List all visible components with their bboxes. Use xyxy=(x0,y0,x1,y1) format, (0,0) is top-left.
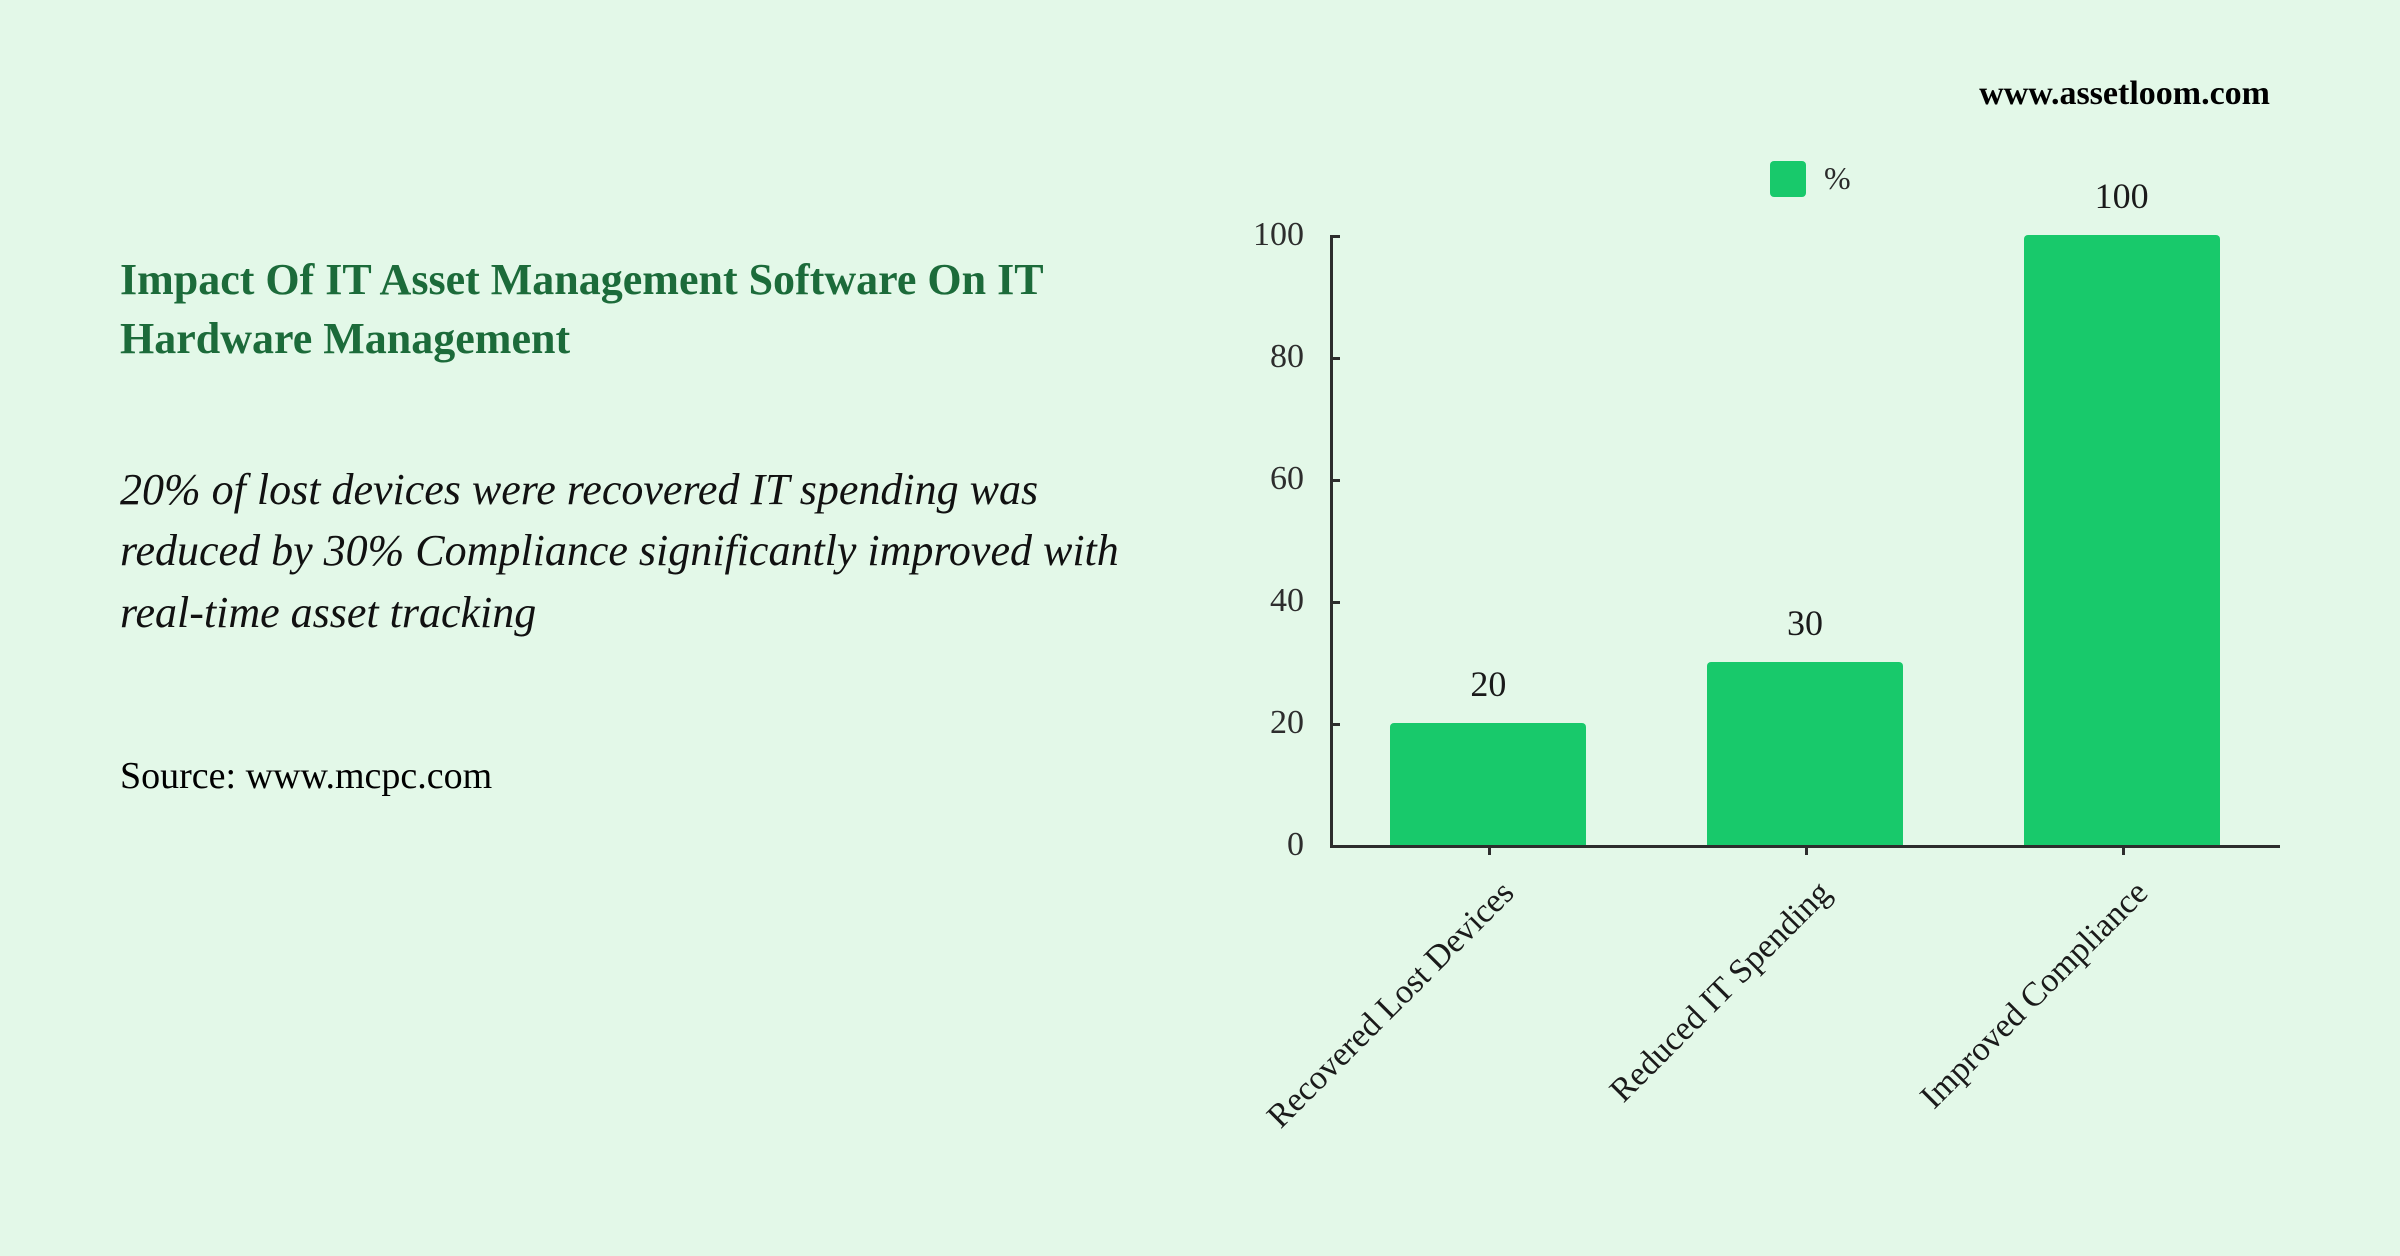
legend-swatch xyxy=(1770,161,1806,197)
bar-value-label: 30 xyxy=(1707,602,1903,662)
plot-area: 02040608010020Recovered Lost Devices30Re… xyxy=(1330,235,2280,845)
y-tick-label: 0 xyxy=(1287,826,1330,864)
x-tick xyxy=(1805,845,1808,855)
bar-value-label: 100 xyxy=(2024,175,2220,235)
bar-value-label: 20 xyxy=(1390,663,1586,723)
legend-label: % xyxy=(1824,160,1851,197)
x-category-label: Reduced IT Spending xyxy=(1522,867,1839,1184)
y-tick-label: 20 xyxy=(1270,704,1330,742)
x-tick xyxy=(2122,845,2125,855)
infographic-canvas: www.assetloom.com Impact Of IT Asset Man… xyxy=(0,0,2400,1256)
site-url: www.assetloom.com xyxy=(1979,75,2270,113)
y-tick-label: 100 xyxy=(1253,216,1330,254)
bar: 30 xyxy=(1707,662,1903,845)
x-tick xyxy=(1488,845,1491,855)
y-tick-label: 40 xyxy=(1270,582,1330,620)
y-tick-label: 80 xyxy=(1270,338,1330,376)
y-axis xyxy=(1330,235,1333,845)
x-category-label: Recovered Lost Devices xyxy=(1206,867,1523,1184)
chart-title: Impact Of IT Asset Management Software O… xyxy=(120,250,1120,369)
x-category-label: Improved Compliance xyxy=(1839,867,2156,1184)
text-panel: Impact Of IT Asset Management Software O… xyxy=(120,250,1120,798)
bar: 100 xyxy=(2024,235,2220,845)
chart-description: 20% of lost devices were recovered IT sp… xyxy=(120,459,1120,644)
bar-chart: 02040608010020Recovered Lost Devices30Re… xyxy=(1330,235,2280,845)
bar: 20 xyxy=(1390,723,1586,845)
y-tick-label: 60 xyxy=(1270,460,1330,498)
source-citation: Source: www.mcpc.com xyxy=(120,754,1120,798)
chart-legend: % xyxy=(1770,160,1851,197)
